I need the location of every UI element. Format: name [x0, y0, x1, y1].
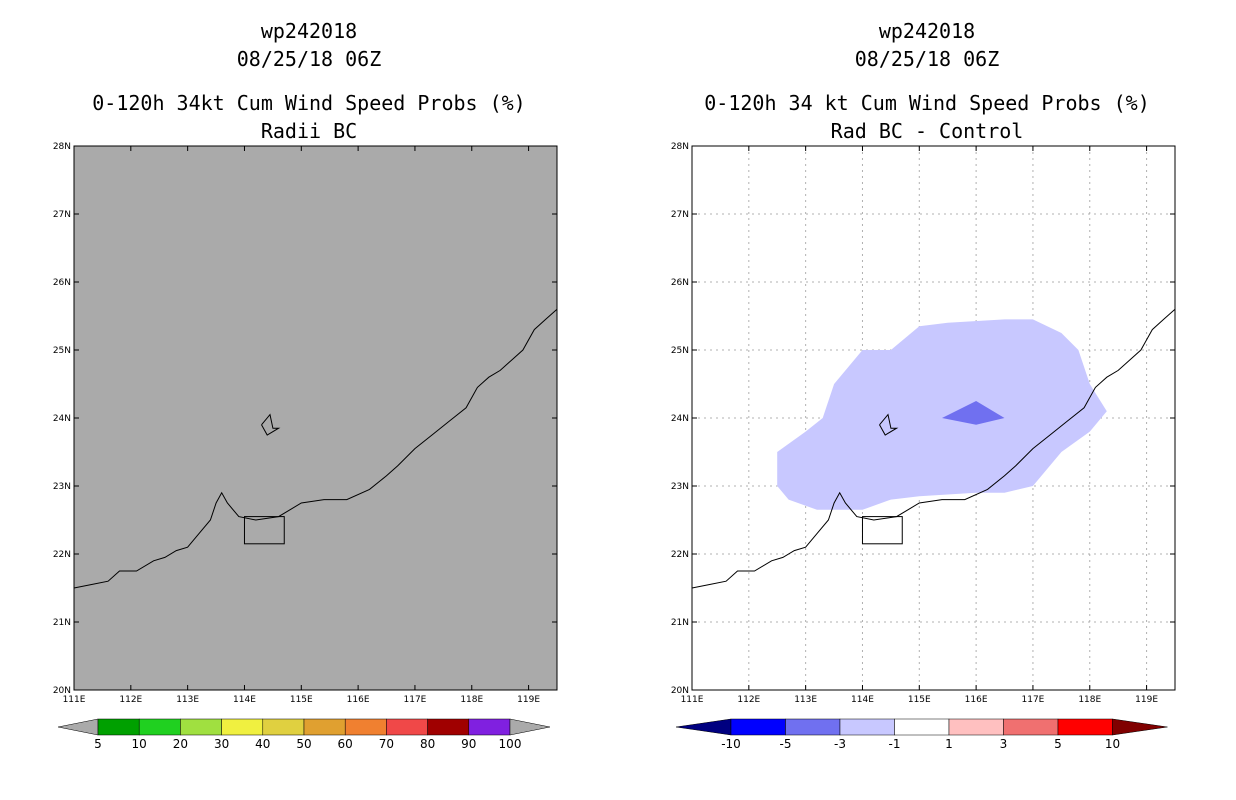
colorbar-bin	[468, 718, 511, 736]
y-tick-label: 24N	[53, 414, 71, 424]
x-tick-label: 111E	[63, 695, 86, 705]
colorbar-bin	[386, 718, 428, 736]
y-tick-label: 20N	[671, 686, 689, 696]
x-tick-label: 118E	[460, 695, 483, 705]
x-tick-label: 115E	[908, 695, 931, 705]
colorbar-bin	[221, 718, 264, 736]
colorbar-bin	[948, 718, 1004, 736]
colorbar-label: -5	[780, 737, 792, 751]
x-tick-label: 117E	[404, 695, 427, 705]
colorbar-bin	[180, 718, 222, 736]
colorbar-label: 90	[461, 737, 476, 751]
coastline	[73, 308, 558, 589]
y-tick-label: 25N	[53, 346, 71, 356]
left-panel: wp242018 08/25/18 06Z 0-120h 34kt Cum Wi…	[53, 19, 558, 751]
y-tick-label: 28N	[53, 142, 71, 152]
left-chart-subtitle: Radii BC	[260, 119, 358, 143]
colorbar-bin	[839, 718, 895, 736]
colorbar-label: 5	[94, 737, 102, 751]
colorbar-label: 60	[338, 737, 353, 751]
x-tick-label: 117E	[1022, 695, 1045, 705]
right-map-chart: 111E 112E 113E 114E 115E 116E 117E 118E 119E 20N 2…	[671, 142, 1176, 751]
left-chart-title: 0-120h 34kt Cum Wind Speed Probs (%)	[92, 91, 526, 115]
left-map-chart: 111E 112E 113E 114E 115E 116E 117E 118E 119E 20N 2…	[53, 142, 558, 751]
colorbar-under-triangle	[57, 718, 99, 736]
colorbar-label: 3	[1000, 737, 1008, 751]
x-tick-label: 111E	[681, 695, 704, 705]
y-tick-label: 26N	[53, 278, 71, 288]
colorbar-under-triangle	[675, 718, 732, 736]
y-tick-label: 24N	[671, 414, 689, 424]
y-tick-label: 22N	[671, 550, 689, 560]
hong-kong-box	[243, 516, 285, 545]
x-tick-label: 116E	[347, 695, 370, 705]
colorbar-label: 1	[945, 737, 953, 751]
left-storm-id: wp242018	[260, 19, 358, 43]
left-datetime: 08/25/18 06Z	[236, 47, 382, 71]
colorbar-label: 20	[173, 737, 188, 751]
colorbar-over-triangle	[509, 718, 551, 736]
colorbar-label: 100	[499, 737, 522, 751]
colorbar-label: 80	[420, 737, 435, 751]
colorbar-label: 10	[1105, 737, 1120, 751]
x-tick-label: 112E	[119, 695, 142, 705]
colorbar-bin	[344, 718, 387, 736]
y-tick-label: 27N	[53, 210, 71, 220]
colorbar-bin	[1057, 718, 1113, 736]
colorbar-bin	[97, 718, 140, 736]
colorbar-label: 40	[255, 737, 270, 751]
colorbar-label: -3	[834, 737, 846, 751]
coastline-island	[261, 413, 281, 436]
colorbar-bin	[138, 718, 181, 736]
colorbar-bin	[262, 718, 305, 736]
right-storm-id: wp242018	[878, 19, 976, 43]
y-tick-label: 20N	[53, 686, 71, 696]
y-tick-label: 25N	[671, 346, 689, 356]
colorbar-bin	[894, 718, 950, 736]
shaded-region-1	[777, 319, 1107, 510]
x-tick-label: 112E	[737, 695, 760, 705]
y-tick-label: 23N	[53, 482, 71, 492]
plot-background	[74, 146, 557, 690]
hong-kong-box	[861, 516, 903, 545]
colorbar-label: 5	[1054, 737, 1062, 751]
right-chart-title: 0-120h 34 kt Cum Wind Speed Probs (%)	[704, 91, 1150, 115]
coastline	[691, 308, 1176, 589]
x-tick-label: 118E	[1078, 695, 1101, 705]
x-tick-label: 113E	[794, 695, 817, 705]
colorbar-bin	[785, 718, 841, 736]
y-tick-label: 23N	[671, 482, 689, 492]
x-tick-label: 114E	[851, 695, 874, 705]
right-panel: wp242018 08/25/18 06Z 0-120h 34 kt Cum W…	[618, 0, 1236, 800]
colorbar-over-triangle	[1112, 718, 1168, 736]
colorbar-bin	[730, 718, 786, 736]
colorbar-label: 10	[132, 737, 147, 751]
x-tick-label: 116E	[965, 695, 988, 705]
right-datetime: 08/25/18 06Z	[854, 47, 1000, 71]
colorbar-label: 30	[214, 737, 229, 751]
colorbar-label: 70	[379, 737, 394, 751]
coastline-island	[879, 413, 899, 436]
colorbar-bin	[303, 718, 346, 736]
colorbar-label: -1	[889, 737, 901, 751]
y-tick-label: 21N	[53, 618, 71, 628]
x-tick-label: 119E	[1135, 695, 1158, 705]
shaded-region-2	[942, 401, 1005, 425]
y-tick-label: 28N	[671, 142, 689, 152]
colorbar-bin	[1003, 718, 1059, 736]
y-tick-label: 27N	[671, 210, 689, 220]
colorbar-label: -10	[721, 737, 741, 751]
right-chart-subtitle: Rad BC - Control	[830, 119, 1024, 143]
y-tick-label: 26N	[671, 278, 689, 288]
x-tick-label: 115E	[290, 695, 313, 705]
x-tick-label: 113E	[176, 695, 199, 705]
colorbar-label: 50	[296, 737, 311, 751]
y-tick-label: 21N	[671, 618, 689, 628]
y-tick-label: 22N	[53, 550, 71, 560]
x-tick-label: 119E	[517, 695, 540, 705]
colorbar-bin	[427, 718, 470, 736]
x-tick-label: 114E	[233, 695, 256, 705]
